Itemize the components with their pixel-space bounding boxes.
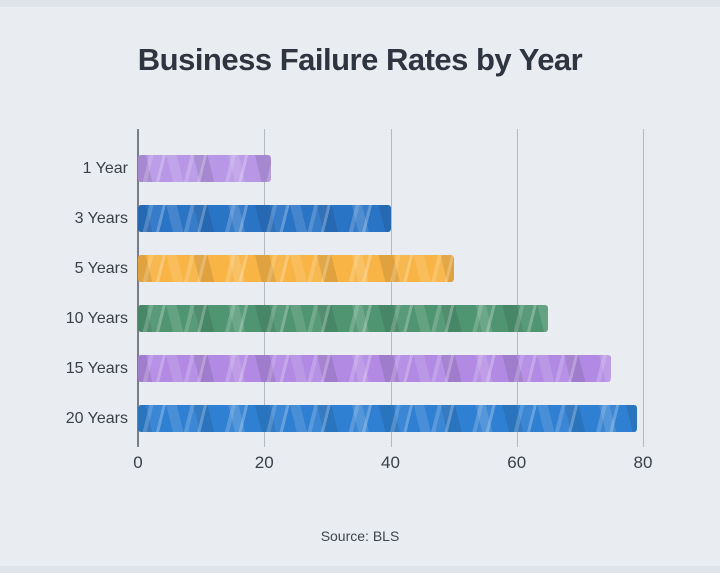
x-tick-label: 60 xyxy=(507,453,527,472)
x-tick-label: 40 xyxy=(381,453,400,472)
gridline xyxy=(516,129,518,447)
bar-row: 15 Years xyxy=(66,354,643,382)
bar xyxy=(138,254,454,282)
top-edge xyxy=(0,0,720,7)
category-label: 3 Years xyxy=(74,209,128,227)
bar xyxy=(138,304,549,332)
bar-row: 1 Year xyxy=(83,155,643,182)
gridline xyxy=(264,129,266,447)
source-caption: Source: BLS xyxy=(320,528,400,544)
bar xyxy=(138,155,271,182)
x-tick-label: 80 xyxy=(633,453,653,472)
x-tick-label: 20 xyxy=(254,453,274,472)
category-label: 20 Years xyxy=(65,409,128,427)
bar-row: 10 Years xyxy=(66,304,643,332)
bar xyxy=(138,354,612,382)
plot-area: 0 20 40 60 80 1 Year 3 Years 5 Years 10 Years 15 … xyxy=(66,129,652,472)
bar-row: 3 Years xyxy=(75,204,643,232)
bottom-edge xyxy=(0,566,720,573)
bar-row: 5 Years xyxy=(75,254,643,282)
y-axis-line xyxy=(137,129,139,447)
bar-row: 20 Years xyxy=(66,404,643,432)
gridline xyxy=(643,129,644,447)
bar xyxy=(138,404,637,432)
category-label: 15 Years xyxy=(65,359,128,377)
category-label: 5 Years xyxy=(74,259,128,277)
chart-title: Business Failure Rates by Year xyxy=(137,42,583,77)
bar xyxy=(138,204,391,232)
x-tick-label: 0 xyxy=(133,453,143,472)
gridline xyxy=(390,129,392,447)
category-label: 10 Years xyxy=(65,309,128,327)
category-label: 1 Year xyxy=(82,160,128,177)
